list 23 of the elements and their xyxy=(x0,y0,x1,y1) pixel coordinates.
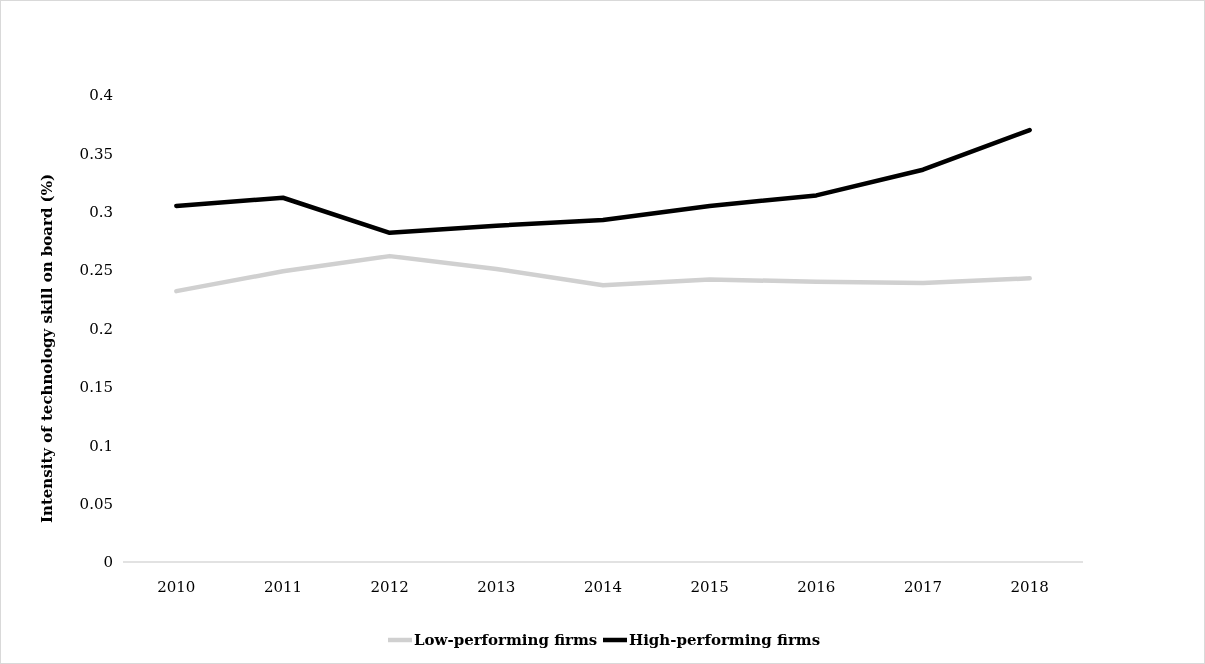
y-tick-label: 0.3 xyxy=(89,203,113,221)
legend-label: High-performing firms xyxy=(629,631,821,650)
y-tick-label: 0.15 xyxy=(79,378,113,397)
y-tick-label: 0 xyxy=(103,553,113,572)
x-tick-label: 2010 xyxy=(157,578,196,596)
x-tick-label: 2016 xyxy=(797,578,836,596)
x-tick-label: 2011 xyxy=(263,578,303,596)
line-series xyxy=(174,253,1032,294)
y-tick-label: 0.4 xyxy=(89,86,113,105)
x-tick-label: 2018 xyxy=(1010,578,1049,596)
line-series xyxy=(174,127,1032,236)
y-tick-label: 0.25 xyxy=(79,261,113,280)
legend-label: Low-performing firms xyxy=(414,631,598,650)
y-tick-label: 0.2 xyxy=(89,319,113,338)
y-tick-label: 0.1 xyxy=(89,436,113,455)
x-tick-label: 2013 xyxy=(477,578,516,596)
x-tick-label: 2014 xyxy=(583,578,623,596)
x-tick-label: 2015 xyxy=(690,578,729,596)
y-tick-label: 0.35 xyxy=(79,144,113,163)
y-tick-label: 0.05 xyxy=(79,494,113,513)
x-tick-label: 2012 xyxy=(370,578,409,596)
x-tick-label: 2017 xyxy=(903,578,943,596)
y-axis-title: Intensity of technology skill on board (%) xyxy=(38,173,56,524)
